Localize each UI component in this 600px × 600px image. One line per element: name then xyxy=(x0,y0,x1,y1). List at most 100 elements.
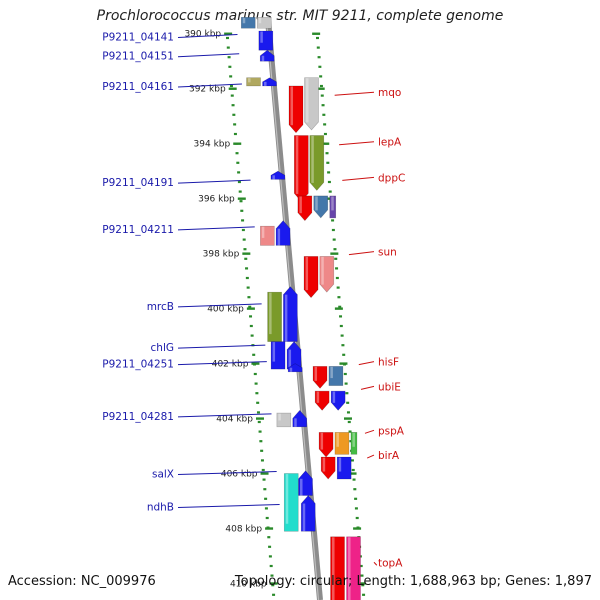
gene-shape[interactable] xyxy=(304,77,319,131)
left-gene-label[interactable]: P9211_04141 xyxy=(102,31,174,43)
left-gene-label[interactable]: ndhB xyxy=(147,502,174,514)
gene-feature-4[interactable] xyxy=(246,77,261,87)
gene-shape[interactable] xyxy=(246,77,261,87)
gene-feature-27[interactable] xyxy=(276,412,292,428)
gene-feature-33[interactable] xyxy=(336,456,352,480)
gene-shape[interactable] xyxy=(292,409,308,428)
gene-feature-28[interactable] xyxy=(292,409,308,428)
gene-shape[interactable] xyxy=(260,225,275,246)
gene-shape[interactable] xyxy=(297,195,313,222)
gene-feature-14[interactable] xyxy=(260,225,275,246)
gene-shape[interactable] xyxy=(258,30,274,51)
right-gene-label[interactable]: pspA xyxy=(378,425,405,437)
gene-feature-16[interactable] xyxy=(303,256,319,299)
gene-feature-2[interactable] xyxy=(258,30,274,51)
gene-feature-24[interactable] xyxy=(328,366,344,386)
gene-feature-32[interactable] xyxy=(320,456,336,480)
gene-shape[interactable] xyxy=(298,470,313,496)
gene-shape[interactable] xyxy=(314,390,330,411)
gene-shape[interactable] xyxy=(259,49,275,62)
gene-feature-31[interactable] xyxy=(350,432,358,455)
left-label-leader xyxy=(177,226,255,231)
gene-shape[interactable] xyxy=(276,412,292,428)
gene-shape[interactable] xyxy=(328,366,344,386)
right-label-leader xyxy=(334,91,375,96)
gene-feature-15[interactable] xyxy=(275,220,291,246)
gene-shading xyxy=(314,366,318,381)
gene-shape[interactable] xyxy=(319,256,335,293)
gene-feature-37[interactable] xyxy=(330,536,345,600)
gene-shape[interactable] xyxy=(256,16,272,29)
gene-feature-6[interactable] xyxy=(288,85,304,134)
right-gene-label[interactable]: hisF xyxy=(378,357,399,369)
gene-feature-13[interactable] xyxy=(329,195,337,219)
gene-shape[interactable] xyxy=(240,16,256,29)
gene-feature-18[interactable] xyxy=(267,291,282,342)
gene-shape[interactable] xyxy=(309,135,325,191)
gene-shading xyxy=(261,226,265,238)
right-gene-label[interactable]: ubiE xyxy=(378,381,401,393)
gene-feature-29[interactable] xyxy=(318,432,334,458)
gene-shape[interactable] xyxy=(262,77,277,87)
gene-shape[interactable] xyxy=(275,220,291,246)
gene-feature-5[interactable] xyxy=(262,77,277,87)
gene-shape[interactable] xyxy=(313,195,329,219)
gene-feature-26[interactable] xyxy=(330,390,346,411)
gene-feature-17[interactable] xyxy=(319,256,335,293)
gene-shape[interactable] xyxy=(330,390,346,411)
gene-shape[interactable] xyxy=(350,432,358,455)
gene-shape[interactable] xyxy=(320,456,336,480)
gene-shape[interactable] xyxy=(329,195,337,219)
gene-shape[interactable] xyxy=(283,473,299,532)
gene-shape[interactable] xyxy=(300,495,316,532)
gene-shape[interactable] xyxy=(270,170,286,180)
gene-feature-9[interactable] xyxy=(309,135,325,191)
gene-shape[interactable] xyxy=(270,341,286,370)
right-gene-label[interactable]: lepA xyxy=(378,137,402,149)
gene-feature-22[interactable] xyxy=(287,363,303,373)
left-gene-label[interactable]: P9211_04281 xyxy=(102,411,174,423)
gene-shape[interactable] xyxy=(312,366,328,389)
right-gene-label[interactable]: dppC xyxy=(378,172,405,184)
gene-shape[interactable] xyxy=(318,432,334,458)
gene-shape[interactable] xyxy=(303,256,319,299)
gene-feature-23[interactable] xyxy=(312,366,328,389)
gene-feature-19[interactable] xyxy=(283,286,298,342)
left-gene-label[interactable]: P9211_04161 xyxy=(102,81,174,93)
left-gene-label[interactable]: P9211_04151 xyxy=(102,51,174,63)
gene-shape[interactable] xyxy=(346,536,361,600)
right-label-leader xyxy=(360,385,375,390)
gene-feature-34[interactable] xyxy=(283,473,299,532)
gene-feature-7[interactable] xyxy=(304,77,319,131)
gene-feature-30[interactable] xyxy=(334,432,350,455)
gene-feature-11[interactable] xyxy=(297,195,313,222)
left-gene-label[interactable]: P9211_04251 xyxy=(102,359,174,371)
gene-feature-20[interactable] xyxy=(270,341,286,370)
right-gene-label[interactable]: mqo xyxy=(378,87,401,99)
gene-feature-38[interactable] xyxy=(346,536,361,600)
gene-shape[interactable] xyxy=(330,536,345,600)
gene-feature-25[interactable] xyxy=(314,390,330,411)
gene-feature-1[interactable] xyxy=(256,16,272,29)
left-gene-label[interactable]: chlG xyxy=(151,342,174,354)
gene-feature-36[interactable] xyxy=(300,495,316,532)
left-label-leader xyxy=(177,53,240,58)
gene-feature-35[interactable] xyxy=(298,470,313,496)
right-gene-label[interactable]: birA xyxy=(378,450,400,462)
gene-feature-0[interactable] xyxy=(240,16,256,29)
left-gene-label[interactable]: salX xyxy=(152,469,174,481)
left-gene-label[interactable]: mrcB xyxy=(147,301,174,313)
gene-shape[interactable] xyxy=(288,85,304,134)
gene-shape[interactable] xyxy=(334,432,350,455)
gene-shape[interactable] xyxy=(287,363,303,373)
gene-feature-8[interactable] xyxy=(294,135,309,202)
gene-feature-10[interactable] xyxy=(270,170,286,180)
left-gene-label[interactable]: P9211_04211 xyxy=(102,224,174,236)
gene-feature-3[interactable] xyxy=(259,49,275,62)
right-gene-label[interactable]: sun xyxy=(378,247,397,259)
gene-shape[interactable] xyxy=(283,286,298,342)
left-gene-label[interactable]: P9211_04191 xyxy=(102,177,174,189)
gene-feature-12[interactable] xyxy=(313,195,329,219)
gene-shape[interactable] xyxy=(336,456,352,480)
right-gene-label[interactable]: topA xyxy=(378,557,403,569)
